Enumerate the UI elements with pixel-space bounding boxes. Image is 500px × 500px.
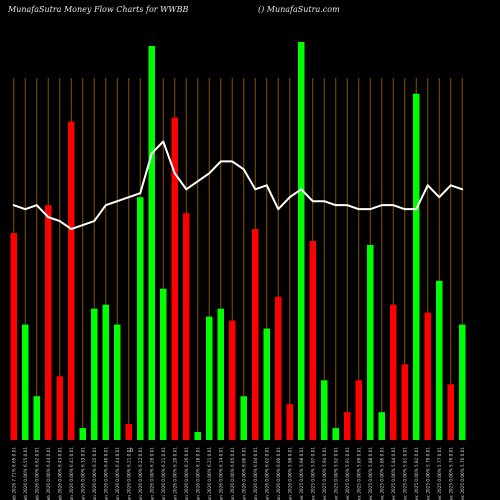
x-tick-label: Fri 12 Dec 2025 0.00% 5.77 0.01 [437, 447, 442, 500]
money-flow-line [12, 140, 464, 231]
x-tick-label: Fri 26 Dec 2025 0.00% 5.92 0.01 [333, 447, 338, 500]
x-tick-label: Thu 11 Dec 2025 0.00% 5.76 0.01 [448, 447, 453, 500]
x-tick-label: Mon 02 Feb 2026 0.00% 6.43 0.01 [57, 447, 62, 500]
x-tick-label: Mon 12 Jan 2026 0.00% 6.14 0.01 [218, 447, 223, 500]
money-flow-bar [137, 197, 144, 440]
x-tick-label: Thu 29 Jan 2026 0.00% 6.33 0.01 [80, 447, 85, 500]
x-tick-label: Thu 05 Feb 2026 0.00% 6.55 0.01 [23, 447, 28, 500]
x-tick-label: Tue 06 Jan 2026 0.00% 6.02 0.01 [264, 447, 269, 500]
money-flow-bar [10, 233, 17, 440]
money-flow-bar [298, 42, 305, 440]
money-flow-bar [332, 428, 339, 440]
money-flow-bar [79, 428, 86, 440]
money-flow-bar [252, 229, 259, 440]
money-flow-bar [240, 396, 247, 440]
money-flow-bar [217, 308, 224, 440]
x-tick-label: Wed 17 Dec 2025 0.00% 5.81 0.01 [402, 447, 407, 500]
x-tick-label: Mon 22 Dec 2025 0.00% 5.88 0.01 [368, 447, 373, 500]
x-tick-label: Tue 16 Dec 2025 0.00% 5.82 0.01 [414, 447, 419, 500]
x-tick-label: Thu 22 Jan 2026 0.00% 6.22 0.01 [138, 447, 143, 500]
money-flow-bar [171, 117, 178, 441]
x-axis-labels: Fri 06 Feb 2026 7.71% 6.69 0.01 Thu 05 Fe… [11, 447, 465, 500]
x-tick-label: Fri 19 Dec 2025 0.00% 5.86 0.01 [379, 447, 384, 500]
x-tick-label: Wed 31 Dec 2025 0.00% 5.98 0.01 [299, 447, 304, 500]
x-tick-label: Fri 06 Feb 2026 7.71% 6.69 0.01 [11, 447, 16, 500]
money-flow-bar [309, 241, 316, 440]
x-tick-label: Mon 29 Dec 2025 0.00% 5.94 0.01 [322, 447, 327, 500]
site-credit: () MunafaSutra.com [258, 5, 340, 14]
x-tick-label: Tue 30 Dec 2025 0.00% 5.97 0.01 [310, 447, 315, 500]
money-flow-bar [401, 364, 408, 440]
x-tick-label: Thu 18 Dec 2025 0.00% 5.84 0.01 [391, 447, 396, 500]
money-flow-bar [413, 93, 420, 441]
x-tick-label: Thu 15 Jan 2026 0.00% 6.26 0.01 [184, 447, 189, 500]
money-flow-bar [321, 380, 328, 440]
money-flow-bar [286, 404, 293, 440]
x-tick-label: Fri 23 Jan 2026 0.00% 6.21 0.01 [126, 447, 131, 500]
x-tick-label: Tue 23 Dec 2025 0.00% 5.89 0.01 [356, 447, 361, 500]
money-flow-bar [114, 324, 121, 440]
money-flow-bar [378, 412, 385, 440]
money-flow-bar [125, 424, 132, 440]
money-flow-bar [194, 432, 201, 440]
money-flow-bar [390, 304, 397, 440]
x-tick-label: Fri 09 Jan 2026 0.00% 6.05 0.01 [230, 447, 235, 500]
money-flow-bar [22, 324, 29, 440]
x-tick-label: Mon 05 Jan 2026 0.00% 6.00 0.01 [276, 447, 281, 500]
x-tick-label: Wed 14 Jan 2026 0.00% 6.18 0.01 [195, 447, 200, 500]
money-flow-bar [263, 328, 270, 440]
chart-title: MunafaSutra Money Flow Charts for WWBB [8, 5, 189, 14]
x-tick-label: Wed 24 Dec 2025 0.00% 5.91 0.01 [345, 447, 350, 500]
x-tick-label: Fri 02 Jan 2026 0.00% 5.98 0.01 [287, 447, 292, 500]
money-flow-bar [183, 213, 190, 440]
x-tick-label: Wed 21 Jan 2026 0.00% 6.26 0.01 [149, 447, 154, 500]
money-flow-bar [436, 280, 443, 440]
money-flow-bar [424, 312, 431, 440]
x-tick-label: Mon 15 Dec 2025 0.00% 5.79 0.01 [425, 447, 430, 500]
money-flow-bar [355, 380, 362, 440]
x-tick-label: Tue 13 Jan 2026 0.00% 6.21 0.01 [207, 447, 212, 500]
money-flow-bar [229, 320, 236, 440]
money-flow-bar [160, 288, 167, 440]
x-tick-label: Wed 10 Dec 2025 0.00% 5.76 0.01 [460, 447, 465, 500]
x-axis-zero-marker: 0 [130, 448, 133, 454]
x-tick-label: Wed 04 Feb 2026 0.00% 6.62 0.01 [34, 447, 39, 500]
money-flow-bar [206, 316, 213, 440]
money-flow-bar [148, 45, 155, 440]
x-tick-label: Tue 27 Jan 2026 0.00% 6.40 0.01 [103, 447, 108, 500]
money-flow-bars [10, 42, 466, 441]
x-tick-label: Mon 26 Jan 2026 0.00% 6.44 0.01 [115, 447, 120, 500]
money-flow-bar [45, 205, 52, 440]
x-tick-label: Fri 16 Jan 2026 0.00% 6.20 0.01 [172, 447, 177, 500]
x-tick-label: Tue 03 Feb 2026 0.00% 6.44 0.01 [46, 447, 51, 500]
x-tick-label: Thu 08 Jan 2026 0.00% 6.06 0.01 [241, 447, 246, 500]
x-tick-label: Wed 07 Jan 2026 0.00% 6.04 0.01 [253, 447, 258, 500]
money-flow-bar [91, 308, 98, 440]
money-flow-bar [367, 244, 374, 440]
money-flow-bar [459, 324, 466, 440]
x-tick-label: Fri 30 Jan 2026 0.00% 6.41 0.01 [69, 447, 74, 500]
x-tick-label: Wed 28 Jan 2026 0.00% 6.35 0.01 [92, 447, 97, 500]
money-flow-bar [33, 396, 40, 440]
money-flow-bar [56, 376, 63, 440]
money-flow-bar [447, 384, 454, 440]
money-flow-bar [68, 121, 75, 440]
money-flow-bar [344, 412, 351, 440]
money-flow-bar [102, 304, 109, 440]
x-tick-label: Tue 20 Jan 2026 0.00% 6.21 0.01 [161, 447, 166, 500]
money-flow-bar [275, 296, 282, 440]
